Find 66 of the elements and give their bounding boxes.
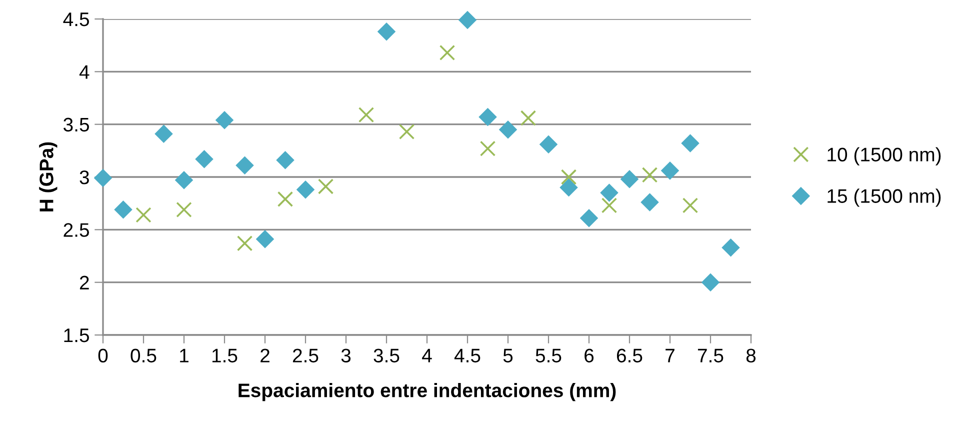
point xyxy=(296,180,314,198)
point xyxy=(276,151,294,169)
point xyxy=(480,140,496,156)
point xyxy=(256,230,274,248)
point xyxy=(458,11,476,29)
point xyxy=(318,178,334,194)
point xyxy=(560,169,577,185)
point xyxy=(640,194,659,212)
y-tick-label: 3 xyxy=(80,170,89,184)
point xyxy=(136,207,152,223)
point xyxy=(94,169,112,187)
point xyxy=(154,125,173,143)
point xyxy=(277,191,294,207)
point xyxy=(620,170,638,188)
x-tick-label: 3.5 xyxy=(374,348,400,362)
point xyxy=(236,236,253,252)
point xyxy=(478,108,497,126)
point xyxy=(600,184,618,202)
point xyxy=(439,44,456,61)
y-tick-label: 4.5 xyxy=(63,12,89,26)
point xyxy=(722,238,740,256)
y-tick-label: 3.5 xyxy=(64,118,89,132)
x-tick-label: 6 xyxy=(584,348,594,362)
y-axis-title: H (GPa) xyxy=(39,142,58,212)
point xyxy=(661,162,679,180)
point xyxy=(175,171,193,189)
point xyxy=(358,107,374,123)
point xyxy=(398,124,415,140)
y-tick-label: 2 xyxy=(80,276,89,290)
x-tick-label: 4.5 xyxy=(454,348,480,362)
y-tick-label: 2.5 xyxy=(64,223,89,237)
point xyxy=(681,134,700,152)
x-tick-label: 5 xyxy=(503,348,513,362)
point xyxy=(176,202,192,218)
point xyxy=(642,167,658,183)
x-tick-label: 7 xyxy=(666,348,674,362)
legend-label: 10 (1500 nm) xyxy=(828,147,941,166)
legend-label: 15 (1500 nm) xyxy=(828,188,941,207)
x-tick-label: 7.5 xyxy=(698,348,724,362)
x-tick-label: 8 xyxy=(746,348,756,362)
point xyxy=(702,274,720,292)
x-tick-label: 1.5 xyxy=(212,348,238,362)
point xyxy=(499,120,517,138)
x-tick-label: 2.5 xyxy=(292,348,318,362)
point xyxy=(540,136,558,154)
point xyxy=(378,22,396,40)
point xyxy=(601,198,618,214)
y-tick-label: 4 xyxy=(79,65,90,79)
point xyxy=(216,111,234,129)
x-tick-label: 4 xyxy=(422,348,432,362)
x-tick-label: 2 xyxy=(260,348,270,362)
point xyxy=(682,198,698,214)
x-tick-label: 5.5 xyxy=(536,348,562,362)
x-tick-label: 0.5 xyxy=(130,348,156,362)
x-tick-label: 0 xyxy=(98,348,108,362)
point xyxy=(580,209,598,227)
y-tick-label: 1.5 xyxy=(64,328,89,342)
point xyxy=(195,150,214,168)
point xyxy=(114,200,132,218)
point xyxy=(560,178,578,196)
x-tick-label: 6.5 xyxy=(616,348,642,362)
x-tick-label: 3 xyxy=(341,348,351,362)
point xyxy=(236,156,254,174)
x-axis-title: Espaciamiento entre indentaciones (mm) xyxy=(238,382,616,402)
point xyxy=(520,110,536,126)
x-tick-label: 1 xyxy=(180,348,188,362)
